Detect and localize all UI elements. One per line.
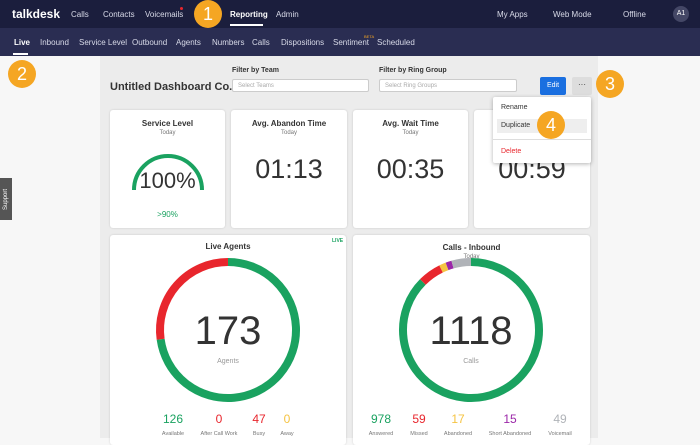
donut-segment <box>156 258 229 340</box>
donut-total: 173 <box>195 309 262 353</box>
gauge-arc <box>132 154 204 191</box>
beta-badge: BETA <box>364 34 375 39</box>
donut-segment <box>420 265 443 285</box>
nav-item[interactable]: Contacts <box>103 10 135 19</box>
nav-item[interactable]: Voicemails <box>145 10 184 19</box>
team-select[interactable]: Select Teams <box>232 79 369 92</box>
sub-nav-item[interactable]: Sentiment <box>333 38 370 47</box>
metric-value: 59 <box>412 412 426 426</box>
card-title: Avg. Wait Time <box>382 119 439 128</box>
active-underline <box>230 24 263 26</box>
card-value: 00:35 <box>376 154 445 184</box>
metric-label: Away <box>280 431 294 437</box>
card-title: Calls - Inbound <box>442 243 501 252</box>
stat-card: Service Level Today 100% >90% <box>110 110 225 228</box>
sub-nav-item[interactable]: Scheduled <box>377 38 415 47</box>
metric-value: 978 <box>371 412 391 426</box>
filter-label: Filter by Ring Group <box>379 67 447 74</box>
donut-segment <box>156 258 300 402</box>
top-nav: talkdesk Calls Contacts Voicemails Repor… <box>0 0 700 28</box>
donut-segment <box>399 258 543 402</box>
nav-item[interactable]: Calls <box>71 10 89 19</box>
sub-nav-item[interactable]: Dispositions <box>281 38 325 47</box>
my-apps[interactable]: My Apps <box>497 10 528 19</box>
donut-segment <box>451 258 472 269</box>
card-title: Avg. Abandon Time <box>251 119 327 128</box>
donut-card: Live Agents LIVE <box>110 235 346 445</box>
metric-value: 49 <box>553 412 567 426</box>
card-title: Live Agents <box>205 242 251 251</box>
avatar[interactable]: A1 <box>673 6 689 22</box>
sub-nav: Live Inbound Service Level Outbound Agen… <box>0 28 700 56</box>
donut-segment <box>439 262 449 273</box>
nav-item[interactable]: Admin <box>276 10 299 19</box>
card-target: >90% <box>157 210 178 219</box>
sub-nav-item[interactable]: Numbers <box>212 38 245 47</box>
card-title: Service Level <box>141 119 194 128</box>
status[interactable]: Offline <box>623 10 646 19</box>
logo[interactable]: talkdesk <box>12 7 61 21</box>
live-badge: LIVE <box>332 238 344 244</box>
metric-label: Missed <box>410 431 427 437</box>
divider <box>493 139 591 140</box>
metric-label: Abandoned <box>444 431 472 437</box>
card-subtitle: Today <box>463 254 480 260</box>
metric-label: Busy <box>253 431 265 437</box>
menu-item[interactable]: Rename <box>501 104 528 111</box>
callout: 3 <box>596 70 624 98</box>
card-subtitle: Today <box>402 130 419 136</box>
active-underline <box>13 53 28 55</box>
metric-value: 126 <box>163 412 183 426</box>
donut-unit: Calls <box>463 358 479 365</box>
metric-value: 47 <box>252 412 266 426</box>
sub-nav-item[interactable]: Outbound <box>132 38 168 47</box>
donut-card: Calls - Inbound Today <box>353 235 590 445</box>
ring-group-select[interactable]: Select Ring Groups <box>379 79 517 92</box>
menu-item[interactable]: Delete <box>501 148 522 155</box>
stat-card: Avg. Abandon Time Today 01:13 <box>231 110 347 228</box>
callout: 4 <box>537 111 565 139</box>
metric-label: Voicemail <box>548 431 572 437</box>
sub-nav-item[interactable]: Service Level <box>79 38 128 47</box>
notification-dot <box>180 7 183 10</box>
edit-button[interactable]: Edit <box>540 77 566 95</box>
card-subtitle: Today <box>280 130 297 136</box>
donut-total: 1118 <box>429 309 512 353</box>
dashboard-title[interactable]: Untitled Dashboard Co... <box>110 81 239 93</box>
metric-value: 17 <box>451 412 465 426</box>
card-value: 100% <box>139 168 196 193</box>
metric-label: After Call Work <box>201 431 238 437</box>
metric-value: 15 <box>503 412 517 426</box>
stat-card: Avg. Wait Time Today 00:35 <box>353 110 468 228</box>
web-mode[interactable]: Web Mode <box>553 10 592 19</box>
sub-nav-item[interactable]: Inbound <box>40 38 69 47</box>
sub-nav-item[interactable]: Agents <box>176 38 201 47</box>
callout: 2 <box>8 60 36 88</box>
filter-label: Filter by Team <box>232 67 279 74</box>
donut-unit: Agents <box>217 358 239 365</box>
metric-value: 0 <box>284 412 291 426</box>
card-value: 01:13 <box>255 154 323 184</box>
metric-label: Short Abandoned <box>489 431 532 437</box>
donut-segment <box>445 260 454 271</box>
menu-item[interactable]: Duplicate <box>501 122 531 129</box>
card-subtitle: Today <box>159 130 176 136</box>
callout: 1 <box>194 0 222 28</box>
sub-nav-item[interactable]: Calls <box>252 38 270 47</box>
more-button[interactable]: ··· <box>572 77 592 95</box>
sub-nav-item[interactable]: Live <box>14 38 31 47</box>
gauge <box>132 154 204 191</box>
nav-item-active[interactable]: Reporting <box>230 10 268 19</box>
metric-label: Answered <box>369 431 393 437</box>
metric-label: Available <box>162 431 184 437</box>
metric-value: 0 <box>216 412 223 426</box>
